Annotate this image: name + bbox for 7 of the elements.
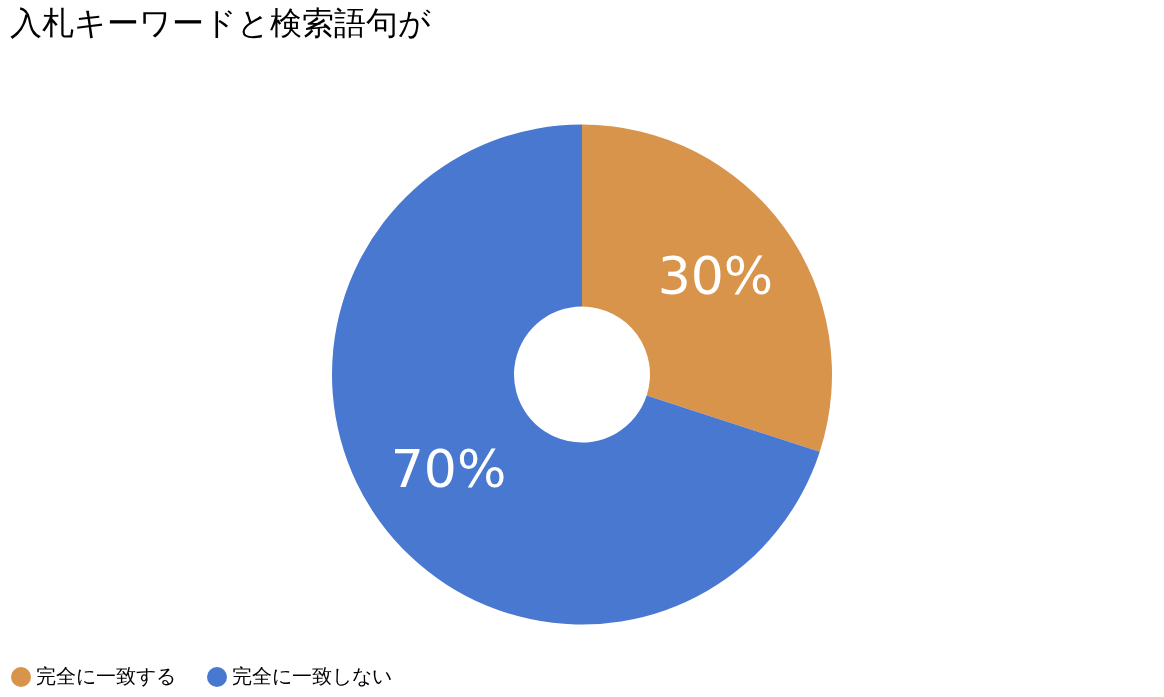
legend-label: 完全に一致する: [36, 664, 176, 688]
chart-title: 入札キーワードと検索語句が: [10, 4, 431, 42]
legend-label: 完全に一致しない: [232, 664, 392, 688]
donut-slice: [582, 124, 832, 452]
donut-slice: [332, 124, 820, 625]
data-label: 70%: [390, 439, 507, 500]
data-label: 30%: [657, 245, 774, 306]
